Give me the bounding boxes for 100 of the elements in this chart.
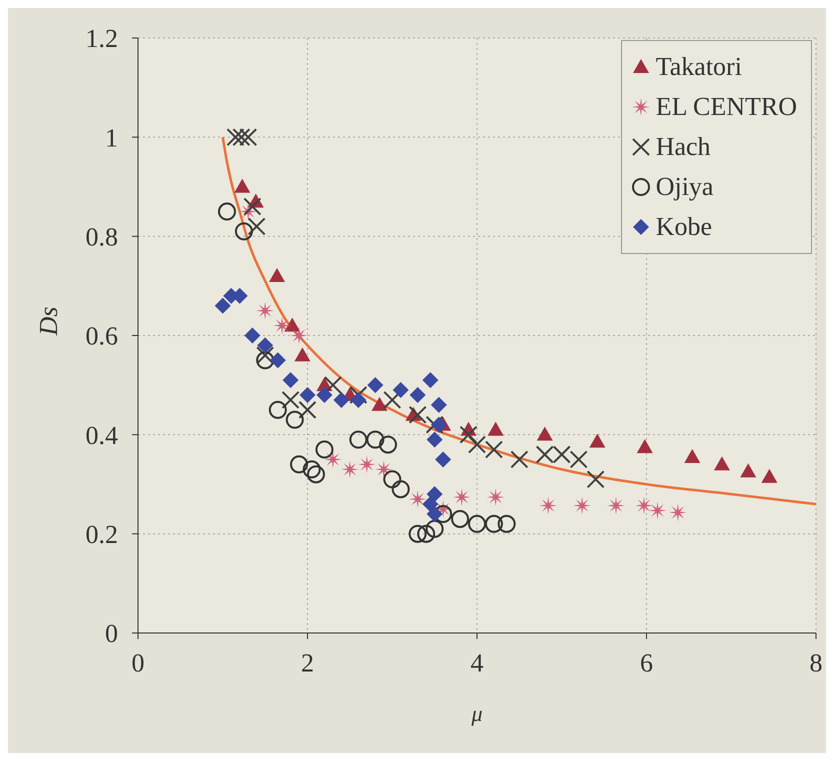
point	[214, 298, 231, 314]
point	[648, 502, 666, 520]
point	[430, 396, 447, 413]
line-series	[222, 136, 816, 506]
point	[408, 406, 427, 424]
point	[302, 460, 321, 478]
legend-label: Takatori	[656, 52, 742, 82]
x-axis-title: μ	[470, 701, 483, 726]
point	[714, 456, 730, 470]
legend-label: Ojiya	[656, 172, 714, 202]
point	[294, 347, 310, 362]
x-tick-label: 6	[640, 648, 653, 678]
point	[379, 436, 398, 454]
point	[333, 392, 350, 408]
point	[451, 510, 470, 528]
point	[341, 460, 359, 478]
point	[286, 410, 304, 429]
point	[536, 426, 553, 441]
point	[383, 470, 402, 488]
point	[468, 436, 486, 454]
y-tick-label: 1.2	[86, 24, 118, 54]
point	[284, 318, 300, 332]
point	[410, 387, 426, 403]
point	[268, 268, 285, 282]
x-tick-label: 4	[470, 648, 484, 678]
y-tick-label: 0.2	[86, 520, 118, 550]
point	[366, 430, 384, 449]
point	[234, 222, 253, 240]
point	[300, 387, 316, 403]
point	[316, 387, 332, 403]
point	[573, 496, 591, 514]
point	[324, 376, 342, 394]
point	[290, 455, 308, 474]
point	[740, 463, 756, 478]
point	[367, 377, 384, 394]
point	[392, 480, 410, 498]
point	[290, 326, 308, 344]
point	[315, 440, 334, 459]
point	[392, 382, 409, 398]
point	[426, 486, 443, 502]
point	[636, 439, 653, 454]
y-tick-label: 1	[105, 123, 118, 152]
legend-label: Hach	[656, 132, 711, 162]
point	[256, 346, 274, 364]
point	[684, 448, 700, 463]
point	[430, 416, 447, 433]
point	[324, 450, 342, 468]
point	[256, 351, 274, 370]
point	[607, 496, 625, 514]
legend-label: EL CENTRO	[656, 92, 797, 122]
point	[426, 520, 444, 538]
point	[383, 390, 402, 409]
point	[635, 496, 653, 514]
point	[306, 465, 325, 484]
point	[268, 400, 287, 419]
point	[460, 426, 478, 444]
point	[282, 390, 300, 409]
y-tick-label: 0.4	[86, 420, 118, 450]
point	[298, 400, 316, 419]
point	[426, 506, 443, 522]
point	[570, 450, 588, 468]
point	[484, 514, 503, 533]
point	[468, 514, 486, 533]
legend-label: Kobe	[656, 212, 712, 242]
point	[486, 488, 504, 506]
point	[232, 128, 250, 146]
point	[374, 460, 393, 478]
point	[488, 422, 504, 436]
point	[282, 372, 299, 388]
y-tick-label: 0	[105, 619, 118, 648]
point	[408, 524, 427, 543]
point	[586, 470, 605, 488]
point	[350, 392, 366, 408]
point	[484, 440, 503, 459]
point	[243, 198, 262, 216]
point	[257, 337, 274, 354]
point	[248, 217, 266, 236]
point	[426, 432, 443, 448]
y-tick-label: 0.6	[86, 322, 118, 351]
point	[435, 451, 452, 468]
x-tick-label: 8	[810, 648, 822, 678]
point	[408, 490, 426, 508]
point	[256, 302, 274, 320]
point	[422, 496, 438, 512]
point	[218, 202, 236, 221]
point	[452, 488, 471, 506]
point	[761, 468, 778, 483]
point	[244, 328, 260, 344]
point	[422, 372, 438, 388]
point	[273, 316, 291, 334]
point	[417, 524, 436, 543]
point	[669, 504, 687, 522]
point	[349, 430, 368, 449]
point	[539, 496, 557, 514]
point	[358, 456, 376, 474]
y-tick-label: 0.8	[86, 222, 118, 252]
point	[589, 434, 606, 448]
point	[372, 396, 388, 411]
x-tick-label: 2	[301, 648, 314, 678]
point	[510, 450, 528, 468]
